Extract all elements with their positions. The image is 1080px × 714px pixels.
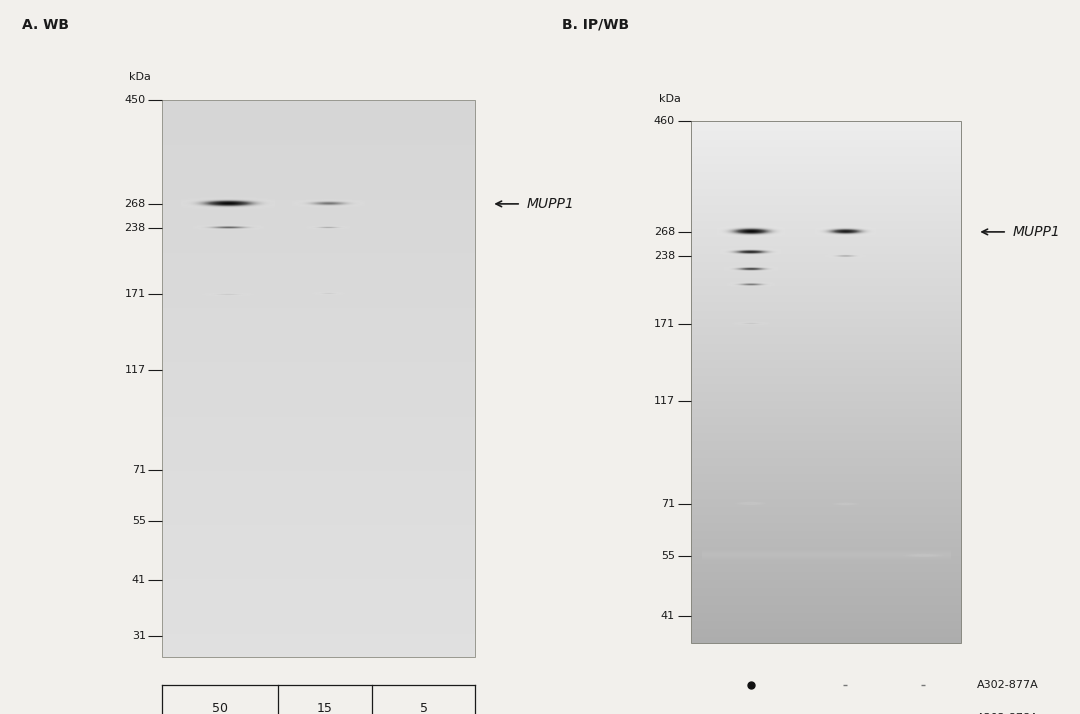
Text: 71: 71	[661, 498, 675, 508]
Text: 268: 268	[124, 199, 146, 209]
Text: B. IP/WB: B. IP/WB	[562, 18, 629, 32]
Text: 31: 31	[132, 631, 146, 641]
Bar	[691, 121, 961, 643]
Text: 238: 238	[653, 251, 675, 261]
Text: 268: 268	[653, 227, 675, 237]
Text: 450: 450	[124, 95, 146, 105]
Text: kDa: kDa	[130, 72, 151, 82]
Text: 238: 238	[124, 223, 146, 233]
Text: 117: 117	[653, 396, 675, 406]
Text: kDa: kDa	[659, 94, 680, 104]
Text: MUPP1: MUPP1	[1013, 225, 1061, 239]
Text: 41: 41	[661, 611, 675, 621]
Text: 55: 55	[661, 551, 675, 561]
Bar	[162, 100, 475, 657]
Text: 15: 15	[316, 702, 333, 714]
Text: 460: 460	[653, 116, 675, 126]
Text: 117: 117	[124, 365, 146, 375]
Text: A302-878A: A302-878A	[977, 713, 1039, 714]
Text: 71: 71	[132, 466, 146, 476]
Text: MUPP1: MUPP1	[526, 197, 575, 211]
Text: 171: 171	[124, 289, 146, 299]
Text: A302-877A: A302-877A	[977, 680, 1039, 690]
Text: A. WB: A. WB	[22, 18, 69, 32]
Text: 50: 50	[212, 702, 228, 714]
Text: 55: 55	[132, 516, 146, 526]
Text: 171: 171	[653, 319, 675, 329]
Text: 41: 41	[132, 575, 146, 585]
Text: 5: 5	[419, 702, 428, 714]
